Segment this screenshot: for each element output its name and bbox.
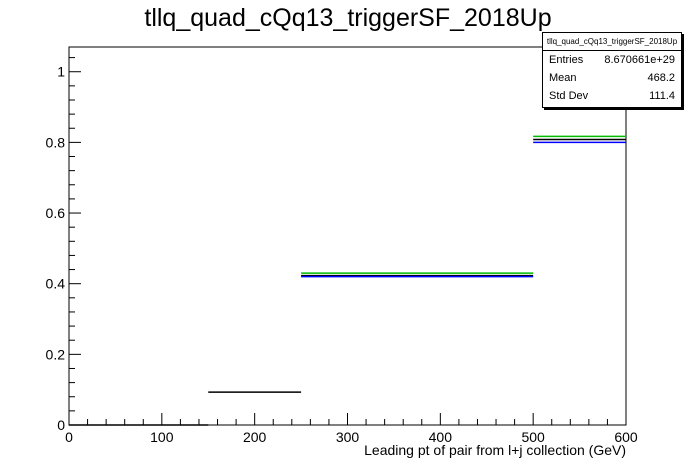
y-tick-label: 0 (57, 417, 65, 433)
x-tick-label: 300 (336, 429, 360, 445)
y-tick-label: 0.2 (46, 346, 66, 362)
x-axis-label: Leading pt of pair from l+j collection (… (364, 442, 626, 458)
stats-label-entries: Entries (549, 54, 584, 66)
stats-row-entries: Entries 8.670661e+29 (543, 51, 681, 69)
stats-row-mean: Mean 468.2 (543, 69, 681, 87)
y-tick-label: 0.4 (46, 276, 66, 292)
histogram-series (69, 135, 626, 426)
stats-label-mean: Mean (549, 72, 577, 84)
stats-label-stddev: Std Dev (549, 90, 589, 102)
x-tick-label: 100 (150, 429, 174, 445)
x-tick-label: 400 (429, 429, 453, 445)
y-tick-label: 0.6 (46, 205, 66, 221)
stats-row-stddev: Std Dev 111.4 (543, 87, 681, 105)
x-tick-label: 600 (614, 429, 638, 445)
stats-value-entries: 8.670661e+29 (604, 54, 675, 66)
stats-box: tllq_quad_cQq13_triggerSF_2018Up Entries… (542, 32, 682, 108)
x-axis: 0 100 200 300 400 500 600 (65, 413, 638, 445)
y-tick-label: 1 (57, 64, 65, 80)
stats-value-stddev: 111.4 (649, 90, 675, 102)
x-tick-label: 200 (243, 429, 267, 445)
x-tick-label: 0 (65, 429, 73, 445)
stats-box-header: tllq_quad_cQq13_triggerSF_2018Up (543, 33, 681, 51)
stats-value-mean: 468.2 (647, 72, 675, 84)
y-tick-label: 0.8 (46, 134, 66, 150)
x-tick-label: 500 (521, 429, 545, 445)
y-axis: 0 0.2 0.4 0.6 0.8 1 (46, 57, 81, 433)
chart-title: tllq_quad_cQq13_triggerSF_2018Up (144, 4, 552, 32)
